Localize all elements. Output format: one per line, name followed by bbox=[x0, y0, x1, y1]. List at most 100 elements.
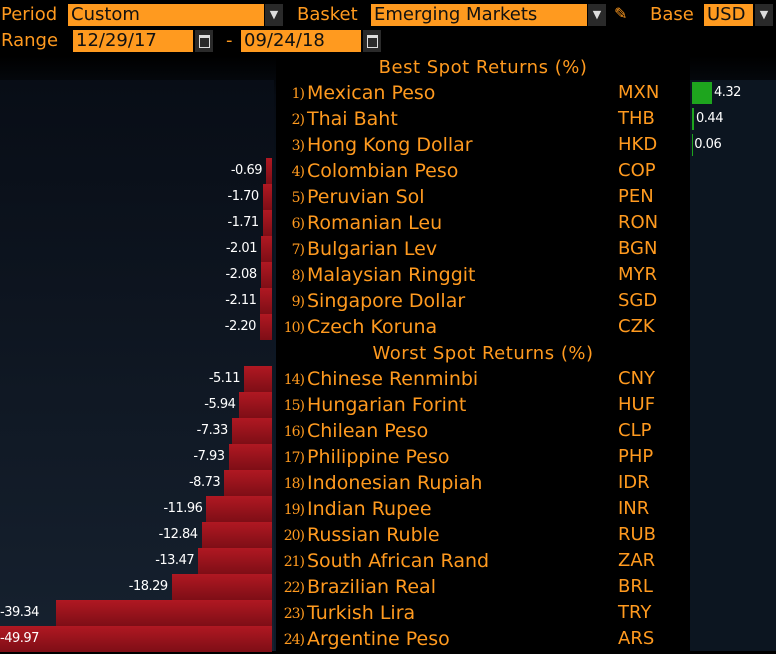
base-currency-select[interactable]: USD bbox=[704, 4, 753, 26]
range-start-input[interactable]: 12/29/17 bbox=[73, 30, 193, 52]
currency-code: ARS bbox=[618, 626, 654, 652]
basket-select[interactable]: Emerging Markets bbox=[371, 4, 587, 26]
return-bar-negative bbox=[261, 262, 272, 288]
currency-code: TRY bbox=[618, 600, 651, 626]
currency-code: IDR bbox=[618, 470, 650, 496]
range-end-input[interactable]: 09/24/18 bbox=[241, 30, 361, 52]
currency-name[interactable]: Bulgarian Lev bbox=[307, 236, 437, 262]
rank-number: 3) bbox=[276, 132, 304, 158]
currency-name[interactable]: Turkish Lira bbox=[307, 600, 415, 626]
return-value-label: 0.44 bbox=[696, 106, 723, 132]
return-value-label: -8.73 bbox=[100, 470, 220, 496]
return-value-label: -12.84 bbox=[78, 522, 198, 548]
currency-name[interactable]: Russian Ruble bbox=[307, 522, 440, 548]
range-separator: - bbox=[226, 29, 233, 53]
controls-bar: Period Custom ▼ Basket Emerging Markets … bbox=[0, 0, 776, 56]
rank-number: 16) bbox=[276, 418, 304, 444]
return-bar-negative bbox=[206, 496, 272, 522]
return-bar-negative bbox=[244, 366, 272, 392]
return-value-label: 0.06 bbox=[694, 132, 721, 158]
currency-name[interactable]: Peruvian Sol bbox=[307, 184, 425, 210]
return-value-label: -18.29 bbox=[48, 574, 168, 600]
return-value-label: 4.32 bbox=[714, 80, 741, 106]
currency-name[interactable]: Brazilian Real bbox=[307, 574, 436, 600]
worst-returns-title: Worst Spot Returns (%) bbox=[276, 342, 690, 366]
chevron-down-icon[interactable]: ▼ bbox=[755, 4, 773, 26]
return-bar-negative bbox=[232, 418, 272, 444]
currency-code: CNY bbox=[618, 366, 655, 392]
rank-number: 10) bbox=[276, 314, 304, 340]
calendar-icon[interactable] bbox=[363, 30, 381, 52]
currency-row[interactable]: 16)Chilean Peso CLP bbox=[276, 418, 690, 444]
chevron-down-icon[interactable]: ▼ bbox=[588, 4, 606, 26]
currency-name[interactable]: Indonesian Rupiah bbox=[307, 470, 482, 496]
return-value-label: -7.33 bbox=[108, 418, 228, 444]
return-value-label: -13.47 bbox=[74, 548, 194, 574]
currency-code: SGD bbox=[618, 288, 657, 314]
return-bar-negative bbox=[239, 392, 272, 418]
return-bar-negative bbox=[0, 626, 272, 652]
currency-name[interactable]: Hungarian Forint bbox=[307, 392, 466, 418]
chevron-down-icon[interactable]: ▼ bbox=[265, 4, 283, 26]
rank-number: 2) bbox=[276, 106, 304, 132]
currency-name[interactable]: Romanian Leu bbox=[307, 210, 442, 236]
currency-code: BGN bbox=[618, 236, 657, 262]
currency-name[interactable]: Hong Kong Dollar bbox=[307, 132, 473, 158]
currency-name[interactable]: Argentine Peso bbox=[307, 626, 450, 652]
currency-name[interactable]: Singapore Dollar bbox=[307, 288, 465, 314]
return-value-label: -2.20 bbox=[136, 314, 256, 340]
currency-row[interactable]: 18)Indonesian Rupiah IDR bbox=[276, 470, 690, 496]
currency-code: RUB bbox=[618, 522, 656, 548]
currency-name[interactable]: South African Rand bbox=[307, 548, 489, 574]
return-value-label: -0.69 bbox=[142, 158, 262, 184]
return-value-label: -2.11 bbox=[136, 288, 256, 314]
currency-name[interactable]: Chinese Renminbi bbox=[307, 366, 478, 392]
currency-row[interactable]: 10)Czech Koruna CZK bbox=[276, 314, 690, 340]
currency-row[interactable]: 14)Chinese Renminbi CNY bbox=[276, 366, 690, 392]
currency-code: RON bbox=[618, 210, 658, 236]
return-value-label: -5.11 bbox=[120, 366, 240, 392]
period-select[interactable]: Custom bbox=[68, 4, 264, 26]
currency-name[interactable]: Colombian Peso bbox=[307, 158, 458, 184]
currency-name[interactable]: Chilean Peso bbox=[307, 418, 428, 444]
currency-name[interactable]: Mexican Peso bbox=[307, 80, 435, 106]
rank-number: 5) bbox=[276, 184, 304, 210]
currency-name[interactable]: Malaysian Ringgit bbox=[307, 262, 475, 288]
currency-code: CZK bbox=[618, 314, 655, 340]
rank-number: 14) bbox=[276, 366, 304, 392]
return-bar-negative bbox=[266, 158, 272, 184]
currency-name[interactable]: Czech Koruna bbox=[307, 314, 437, 340]
rank-number: 15) bbox=[276, 392, 304, 418]
calendar-icon[interactable] bbox=[195, 30, 213, 52]
return-bar-negative bbox=[260, 288, 272, 314]
currency-name[interactable]: Philippine Peso bbox=[307, 444, 450, 470]
return-bar-negative bbox=[229, 444, 272, 470]
rank-number: 18) bbox=[276, 470, 304, 496]
return-value-label: -1.71 bbox=[139, 210, 259, 236]
currency-code: BRL bbox=[618, 574, 653, 600]
return-bar-positive bbox=[692, 82, 712, 104]
return-value-label: -11.96 bbox=[82, 496, 202, 522]
currency-name[interactable]: Thai Baht bbox=[307, 106, 398, 132]
currency-code: CLP bbox=[618, 418, 651, 444]
currency-name[interactable]: Indian Rupee bbox=[307, 496, 432, 522]
pencil-icon[interactable]: ✎ bbox=[614, 6, 636, 22]
currency-code: PHP bbox=[618, 444, 653, 470]
